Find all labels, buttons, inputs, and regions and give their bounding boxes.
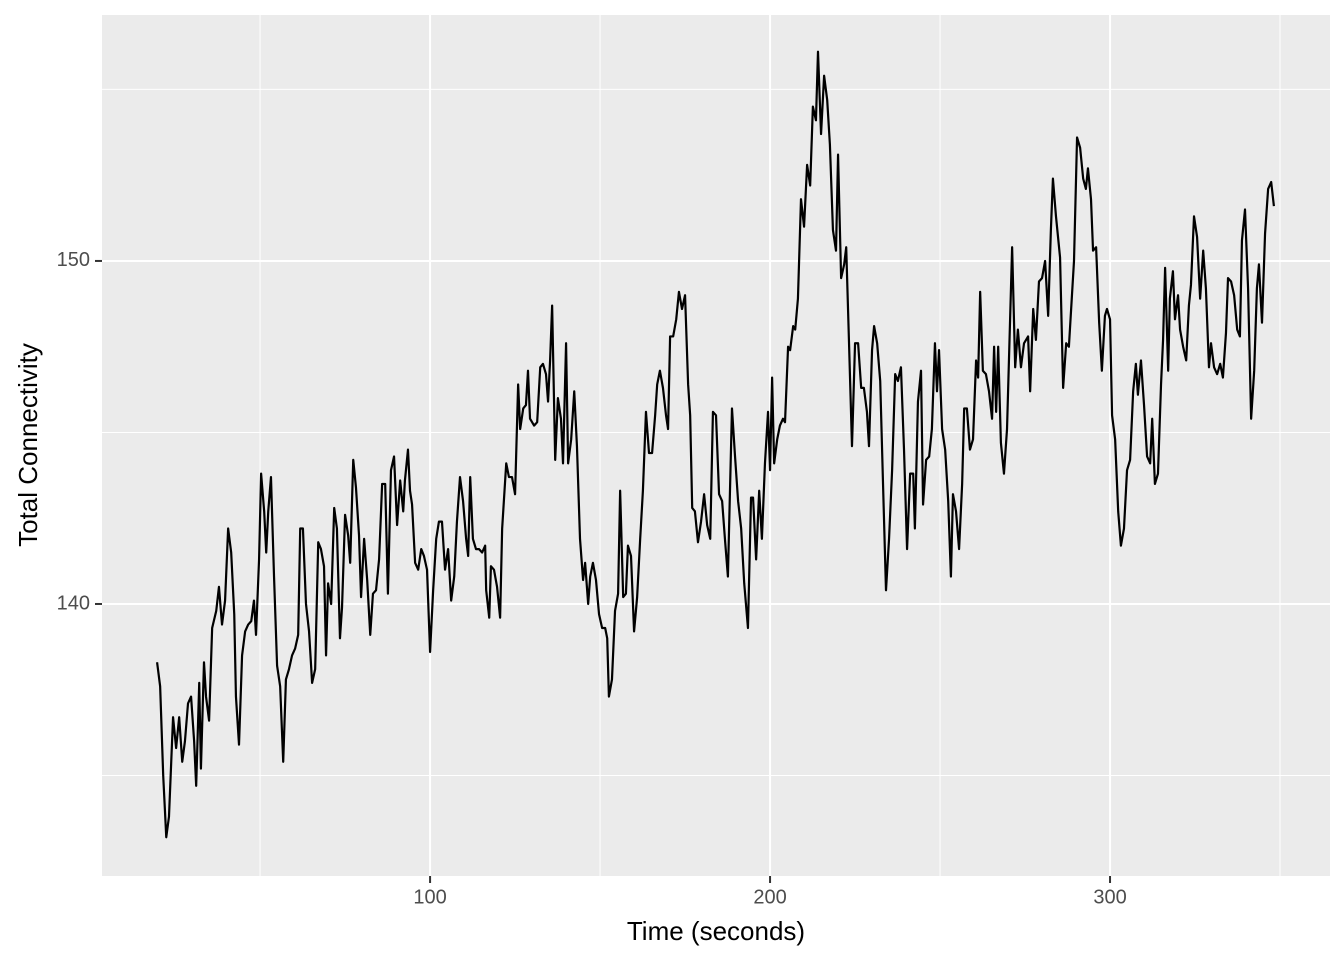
- marks: [155, 50, 1275, 839]
- data-line: [155, 50, 1275, 839]
- x-tick-label: 200: [753, 886, 786, 908]
- y-axis-title: Total Connectivity: [13, 343, 43, 547]
- y-tick-label: 150: [57, 249, 90, 271]
- panel: [102, 15, 1330, 876]
- x-tick-label: 300: [1093, 886, 1126, 908]
- x-axis-title: Time (seconds): [627, 916, 805, 946]
- y-tick-label: 140: [57, 592, 90, 614]
- x-tick-label: 100: [413, 886, 446, 908]
